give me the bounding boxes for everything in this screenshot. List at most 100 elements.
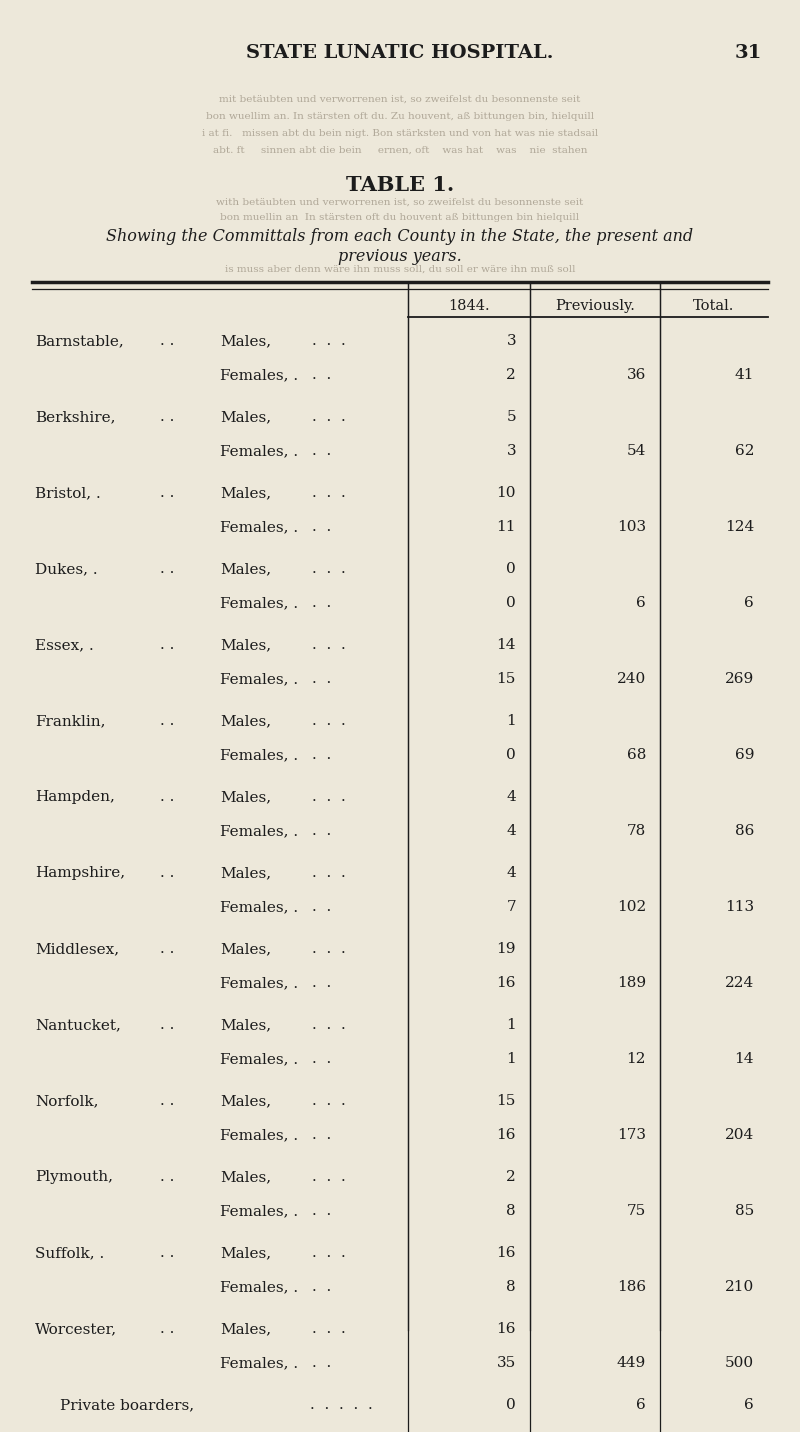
Text: 189: 189 (617, 977, 646, 990)
Text: 36: 36 (626, 368, 646, 382)
Text: .  .  .: . . . (312, 1018, 346, 1032)
Text: Males,: Males, (220, 1322, 271, 1336)
Text: 113: 113 (725, 899, 754, 914)
Text: Females, .: Females, . (220, 368, 298, 382)
Text: .  .  .: . . . (312, 790, 346, 803)
Text: abt. ft     sinnen abt die bein     ernen, oft    was hat    was    nie  stahen: abt. ft sinnen abt die bein ernen, oft w… (213, 146, 587, 155)
Text: 204: 204 (725, 1128, 754, 1141)
Text: Males,: Males, (220, 1170, 271, 1184)
Text: .  .  .: . . . (312, 485, 346, 500)
Text: 31: 31 (734, 44, 762, 62)
Text: Females, .: Females, . (220, 1128, 298, 1141)
Text: 85: 85 (734, 1204, 754, 1219)
Text: .  .: . . (312, 444, 331, 458)
Text: Hampshire,: Hampshire, (35, 866, 125, 881)
Text: 16: 16 (497, 977, 516, 990)
Text: 15: 15 (497, 1094, 516, 1108)
Text: 62: 62 (734, 444, 754, 458)
Text: Females, .: Females, . (220, 1356, 298, 1370)
Text: . .: . . (160, 715, 174, 727)
Text: Females, .: Females, . (220, 596, 298, 610)
Text: 86: 86 (734, 823, 754, 838)
Text: Males,: Males, (220, 715, 271, 727)
Text: 14: 14 (734, 1053, 754, 1065)
Text: 0: 0 (506, 1398, 516, 1412)
Text: Essex, .: Essex, . (35, 639, 94, 652)
Text: Barnstable,: Barnstable, (35, 334, 124, 348)
Text: Hampden,: Hampden, (35, 790, 115, 803)
Text: Berkshire,: Berkshire, (35, 410, 115, 424)
Text: 0: 0 (506, 748, 516, 762)
Text: 35: 35 (497, 1356, 516, 1370)
Text: Males,: Males, (220, 639, 271, 652)
Text: Males,: Males, (220, 485, 271, 500)
Text: 186: 186 (617, 1280, 646, 1295)
Text: 173: 173 (617, 1128, 646, 1141)
Text: Males,: Males, (220, 410, 271, 424)
Text: .  .  .: . . . (312, 1322, 346, 1336)
Text: 69: 69 (734, 748, 754, 762)
Text: .  .  .: . . . (312, 561, 346, 576)
Text: i at fi.   missen abt du bein nigt. Bon stärksten und von hat was nie stadsail: i at fi. missen abt du bein nigt. Bon st… (202, 129, 598, 137)
Text: Females, .: Females, . (220, 444, 298, 458)
Text: . .: . . (160, 866, 174, 881)
Text: .  .  .: . . . (312, 1246, 346, 1260)
Text: Females, .: Females, . (220, 1280, 298, 1295)
Text: Females, .: Females, . (220, 1204, 298, 1219)
Text: .  .: . . (312, 748, 331, 762)
Text: Previously.: Previously. (555, 299, 635, 314)
Text: mit betäubten und verworrenen ist, so zweifelst du besonnenste seit: mit betäubten und verworrenen ist, so zw… (219, 95, 581, 105)
Text: .  .  .: . . . (312, 715, 346, 727)
Text: 3: 3 (506, 334, 516, 348)
Text: 54: 54 (626, 444, 646, 458)
Text: Females, .: Females, . (220, 823, 298, 838)
Text: Bristol, .: Bristol, . (35, 485, 101, 500)
Text: 124: 124 (725, 520, 754, 534)
Text: .  .  .  .  .: . . . . . (310, 1398, 373, 1412)
Text: 0: 0 (506, 596, 516, 610)
Text: . .: . . (160, 1246, 174, 1260)
Text: 16: 16 (497, 1246, 516, 1260)
Text: 19: 19 (497, 942, 516, 957)
Text: 102: 102 (617, 899, 646, 914)
Text: 269: 269 (725, 672, 754, 686)
Text: 3: 3 (506, 444, 516, 458)
Text: bon muellin an  In stärsten oft du houvent aß bittungen bin hielquill: bon muellin an In stärsten oft du houven… (221, 213, 579, 222)
Text: Plymouth,: Plymouth, (35, 1170, 113, 1184)
Text: .  .: . . (312, 1280, 331, 1295)
Text: 16: 16 (497, 1128, 516, 1141)
Text: .  .: . . (312, 672, 331, 686)
Text: 10: 10 (497, 485, 516, 500)
Text: . .: . . (160, 790, 174, 803)
Text: 4: 4 (506, 823, 516, 838)
Text: .  .: . . (312, 1204, 331, 1219)
Text: Males,: Males, (220, 1094, 271, 1108)
Text: . .: . . (160, 942, 174, 957)
Text: Norfolk,: Norfolk, (35, 1094, 98, 1108)
Text: 500: 500 (725, 1356, 754, 1370)
Text: Males,: Males, (220, 1246, 271, 1260)
Text: . .: . . (160, 639, 174, 652)
Text: .  .: . . (312, 823, 331, 838)
Text: .  .: . . (312, 899, 331, 914)
Text: 68: 68 (626, 748, 646, 762)
Text: Females, .: Females, . (220, 520, 298, 534)
Text: Dukes, .: Dukes, . (35, 561, 98, 576)
Text: .  .: . . (312, 596, 331, 610)
Text: 2: 2 (506, 1170, 516, 1184)
Text: Showing the Committals from each County in the State, the present and: Showing the Committals from each County … (106, 228, 694, 245)
Text: Middlesex,: Middlesex, (35, 942, 119, 957)
Text: . .: . . (160, 485, 174, 500)
Text: 15: 15 (497, 672, 516, 686)
Text: 6: 6 (636, 1398, 646, 1412)
Text: .  .  .: . . . (312, 866, 346, 881)
Text: Females, .: Females, . (220, 748, 298, 762)
Text: Total.: Total. (694, 299, 734, 314)
Text: . .: . . (160, 1322, 174, 1336)
Text: bon wuellim an. In stärsten oft du. Zu houvent, aß bittungen bin, hielquill: bon wuellim an. In stärsten oft du. Zu h… (206, 112, 594, 120)
Text: . .: . . (160, 410, 174, 424)
Text: .  .  .: . . . (312, 1170, 346, 1184)
Text: . .: . . (160, 334, 174, 348)
Text: .  .: . . (312, 1053, 331, 1065)
Text: 4: 4 (506, 866, 516, 881)
